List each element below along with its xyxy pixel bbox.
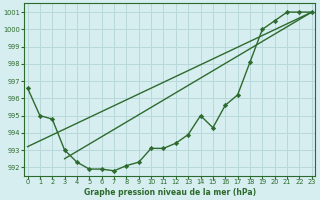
X-axis label: Graphe pression niveau de la mer (hPa): Graphe pression niveau de la mer (hPa) xyxy=(84,188,256,197)
